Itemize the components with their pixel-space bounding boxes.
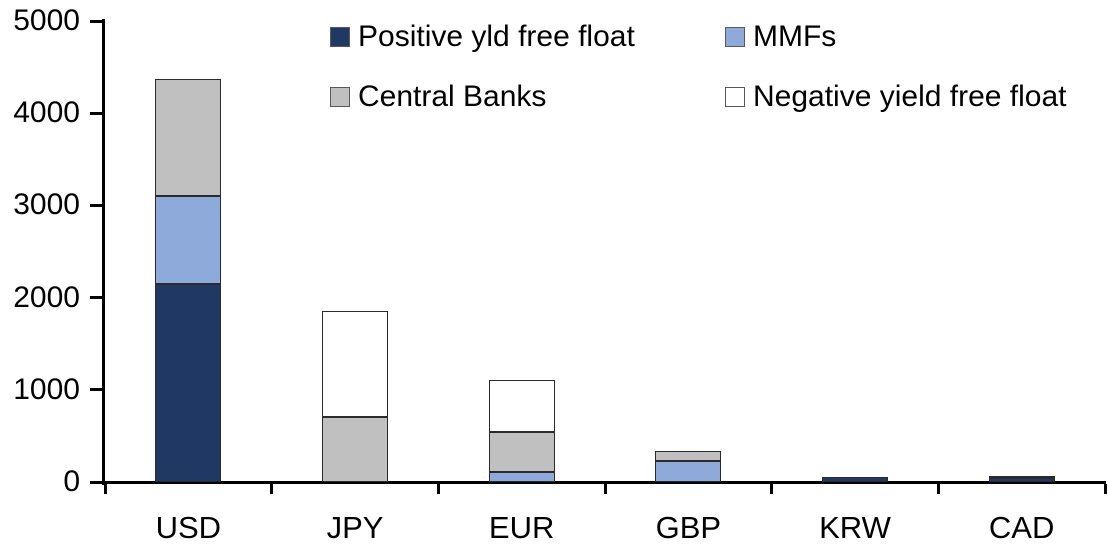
x-tick-label-gbp: GBP xyxy=(655,510,722,545)
x-axis-tick xyxy=(436,484,440,494)
bar-segment-CAD-positive-yld-free-float xyxy=(988,478,1055,482)
legend-item-positive-yld-free-float: Positive yld free float xyxy=(330,22,635,52)
x-tick-label-usd: USD xyxy=(155,510,222,545)
bar-segment-GBP-mmfs xyxy=(655,460,722,482)
x-axis-line xyxy=(102,481,1106,484)
x-axis-tick xyxy=(936,484,940,494)
x-axis-tick xyxy=(270,484,274,494)
x-tick-label-eur: EUR xyxy=(488,510,555,545)
x-tick-label-jpy: JPY xyxy=(326,510,384,545)
y-axis-tick xyxy=(90,111,102,115)
bar-segment-EUR-central-banks xyxy=(488,432,555,472)
legend-swatch-mmfs xyxy=(725,27,745,47)
y-tick-label: 5000 xyxy=(13,4,80,37)
y-tick-label: 3000 xyxy=(13,188,80,222)
bar-segment-GBP-central-banks xyxy=(655,450,722,461)
y-axis-line xyxy=(102,19,105,485)
legend-label: Positive yld free float xyxy=(358,20,635,53)
bar-segment-KRW-positive-yld-free-float xyxy=(822,477,888,482)
x-axis-tick xyxy=(770,484,774,494)
y-tick-label: 4000 xyxy=(13,96,80,130)
legend-label: Negative yield free float xyxy=(753,80,1067,113)
y-axis-tick xyxy=(90,19,102,23)
bar-segment-USD-positive-yld-free-float xyxy=(155,283,222,482)
y-axis-tick xyxy=(90,388,102,392)
legend-label: Central Banks xyxy=(358,80,547,113)
x-axis-tick xyxy=(603,484,607,494)
y-tick-label: 0 xyxy=(63,465,80,498)
bar-segment-EUR-negative-yield-free-float xyxy=(488,379,555,433)
bar-segment-JPY-negative-yield-free-float xyxy=(322,311,388,418)
legend-item-central-banks: Central Banks xyxy=(330,82,546,112)
legend-item-mmfs: MMFs xyxy=(725,22,836,52)
y-axis-tick xyxy=(90,296,102,300)
y-axis-tick xyxy=(90,203,102,207)
y-axis-tick xyxy=(90,480,102,484)
legend-swatch-positive-yld-free-float xyxy=(330,27,350,47)
legend-label: MMFs xyxy=(753,20,837,53)
x-axis-tick xyxy=(1103,484,1107,494)
bar-segment-JPY-central-banks xyxy=(322,417,388,482)
legend-swatch-central-banks xyxy=(330,87,350,107)
legend-item-negative-yield-free-float: Negative yield free float xyxy=(725,82,1067,112)
legend-swatch-negative-yield-free-float xyxy=(725,87,745,107)
y-tick-label: 2000 xyxy=(13,280,80,314)
bar-segment-CAD-central-banks xyxy=(988,476,1055,479)
x-tick-label-krw: KRW xyxy=(819,510,891,545)
bar-segment-USD-central-banks xyxy=(155,79,222,197)
x-axis-tick xyxy=(103,484,107,494)
bar-segment-USD-mmfs xyxy=(155,196,222,284)
bar-segment-EUR-mmfs xyxy=(488,471,555,482)
x-tick-label-cad: CAD xyxy=(988,510,1055,545)
y-tick-label: 1000 xyxy=(13,372,80,406)
